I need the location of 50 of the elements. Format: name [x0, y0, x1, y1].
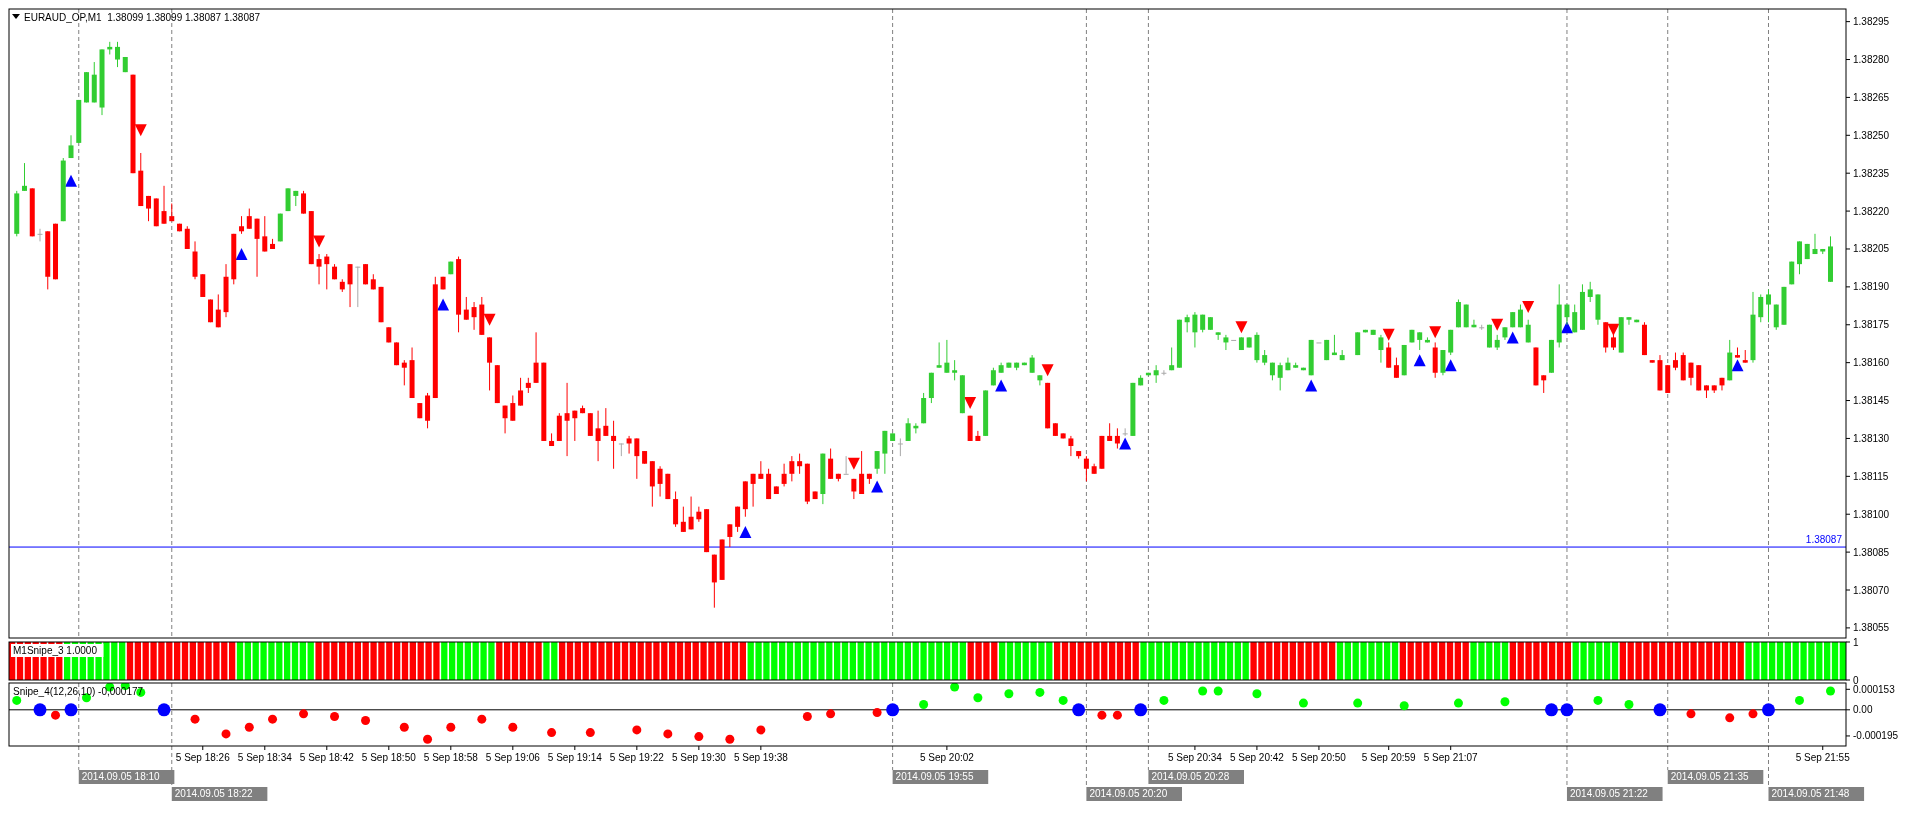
y-tick-label: 1.38280 — [1853, 54, 1890, 66]
x-tick-label: 5 Sep 19:30 — [671, 752, 727, 763]
y-tick-label: 1.38235 — [1853, 167, 1890, 179]
y-tick-label: 1.38265 — [1853, 91, 1890, 103]
ref-line-label: 2014.09.05 21:35 — [1670, 771, 1750, 782]
ref-line-label: 1.38087 — [1805, 534, 1843, 546]
y-tick-label: 1.38205 — [1853, 243, 1890, 255]
y-tick-label: 1.38115 — [1853, 470, 1889, 482]
x-tick-label: 5 Sep 18:50 — [361, 752, 417, 763]
ref-line-label: 2014.09.05 20:20 — [1089, 788, 1168, 799]
y-tick-label: 1.38145 — [1853, 395, 1890, 407]
y-tick-label: 0 — [1853, 674, 1859, 686]
x-tick-label: 5 Sep 18:58 — [423, 752, 479, 763]
ref-line-label: 2014.09.05 21:48 — [1771, 788, 1850, 799]
y-tick-label: 1.38085 — [1853, 546, 1890, 558]
x-tick-label: 5 Sep 19:38 — [733, 752, 789, 763]
y-tick-label: 1.38295 — [1853, 16, 1890, 28]
x-tick-label: 5 Sep 19:22 — [609, 752, 665, 763]
ref-line-label: 2014.09.05 18:10 — [81, 771, 161, 782]
x-tick-label: 5 Sep 20:42 — [1229, 752, 1285, 763]
y-tick-label: 1.38220 — [1853, 205, 1890, 217]
x-tick-label: 5 Sep 21:07 — [1423, 752, 1479, 763]
y-tick-label: 1.38160 — [1853, 357, 1890, 369]
y-tick-label: 1 — [1853, 636, 1859, 648]
y-tick-label: 0.00 — [1853, 704, 1873, 716]
y-tick-label: 1.38070 — [1853, 584, 1890, 596]
ref-line-label: 2014.09.05 18:22 — [174, 788, 254, 799]
x-tick-label: 5 Sep 18:26 — [175, 752, 231, 763]
y-tick-label: 1.38130 — [1853, 432, 1890, 444]
x-tick-label: 5 Sep 18:42 — [299, 752, 355, 763]
y-tick-label: 1.38190 — [1853, 281, 1890, 293]
x-tick-label: 5 Sep 19:14 — [547, 752, 603, 763]
x-tick-label: 5 Sep 18:34 — [237, 752, 293, 763]
x-tick-label: 5 Sep 20:02 — [919, 752, 975, 763]
x-tick-label: 5 Sep 19:06 — [485, 752, 541, 763]
x-tick-label: 5 Sep 21:55 — [1795, 752, 1851, 763]
ref-line-label: 2014.09.05 21:22 — [1569, 788, 1649, 799]
x-tick-label: 5 Sep 20:50 — [1291, 752, 1347, 763]
y-tick-label: 1.38250 — [1853, 129, 1890, 141]
y-tick-label: 1.38175 — [1853, 319, 1890, 331]
chart-title: M1Snipe_3 1.0000 — [13, 645, 98, 656]
ref-line-label: 2014.09.05 20:28 — [1151, 771, 1230, 782]
chart-title: EURAUD_OP,M1 1.38099 1.38099 1.38087 1.38087 — [24, 12, 261, 23]
y-tick-label: -0.000195 — [1853, 730, 1899, 742]
ref-line-label: 2014.09.05 19:55 — [895, 771, 974, 782]
y-tick-label: 1.38055 — [1853, 622, 1890, 634]
x-tick-label: 5 Sep 20:34 — [1167, 752, 1223, 763]
y-tick-label: 0.000153 — [1853, 683, 1896, 695]
x-tick-label: 5 Sep 20:59 — [1361, 752, 1417, 763]
y-tick-label: 1.38100 — [1853, 508, 1890, 520]
